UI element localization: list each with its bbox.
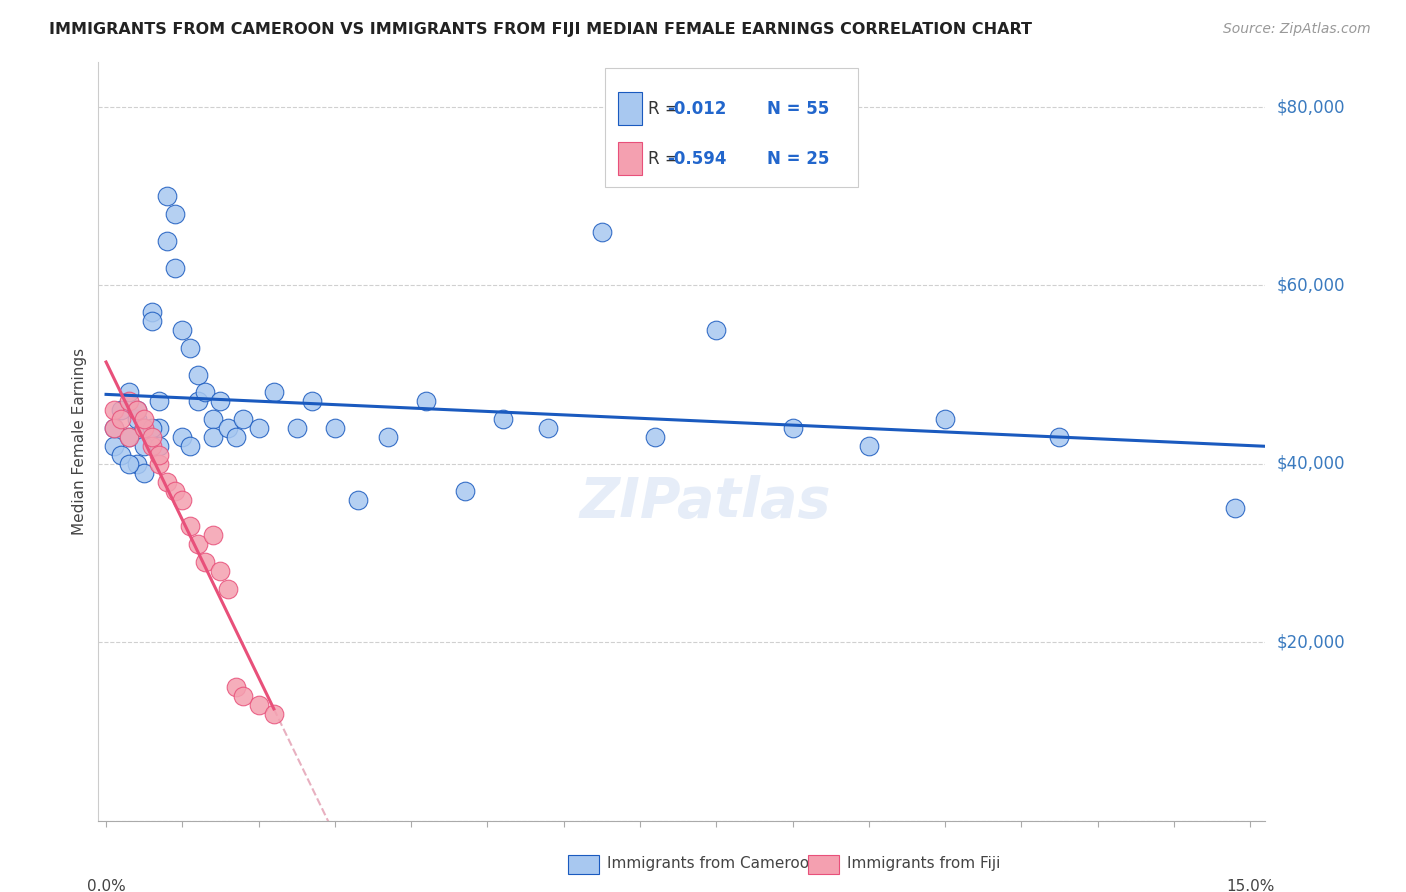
Text: $80,000: $80,000 (1277, 98, 1346, 116)
Point (141, 314, 163, 328)
Point (148, 421, 170, 435)
Text: -0.594: -0.594 (666, 150, 727, 168)
Point (225, 430, 247, 444)
Point (1049, 430, 1071, 444)
Text: Immigrants from Fiji: Immigrants from Fiji (846, 856, 1001, 871)
Point (110, 403, 132, 417)
Y-axis label: Median Female Earnings: Median Female Earnings (72, 348, 87, 535)
Point (537, 421, 560, 435)
Point (323, 421, 346, 435)
Point (118, 394, 141, 409)
Point (134, 421, 156, 435)
Point (194, 555, 217, 569)
Point (103, 421, 125, 435)
Point (232, 412, 254, 426)
Point (163, 483, 186, 498)
Point (172, 430, 194, 444)
Point (148, 439, 170, 453)
Point (201, 528, 224, 542)
Point (377, 430, 399, 444)
Point (118, 385, 141, 400)
Point (110, 412, 132, 426)
Point (263, 385, 285, 400)
Point (156, 189, 179, 203)
Point (187, 368, 209, 382)
Text: 0.0%: 0.0% (87, 879, 125, 892)
Point (103, 439, 125, 453)
Point (156, 234, 179, 248)
Point (163, 207, 186, 221)
Text: ZIPatlas: ZIPatlas (579, 475, 831, 529)
Point (125, 412, 148, 426)
Point (201, 430, 224, 444)
Point (247, 421, 270, 435)
Point (232, 689, 254, 703)
Point (118, 457, 141, 471)
Point (134, 421, 156, 435)
Point (125, 457, 148, 471)
Text: $40,000: $40,000 (1277, 455, 1346, 473)
Point (134, 439, 156, 453)
Point (103, 403, 125, 417)
Point (492, 412, 515, 426)
Point (125, 403, 148, 417)
Point (346, 492, 368, 507)
Point (201, 412, 224, 426)
Point (163, 260, 186, 275)
Point (453, 483, 475, 498)
Point (110, 448, 132, 462)
Point (217, 582, 239, 596)
Text: N = 55: N = 55 (768, 100, 830, 118)
Point (141, 439, 163, 453)
Point (179, 341, 201, 355)
Text: 15.0%: 15.0% (1226, 879, 1274, 892)
Point (172, 492, 194, 507)
Text: R =: R = (648, 100, 683, 118)
Point (225, 680, 247, 694)
Point (301, 394, 323, 409)
Point (263, 706, 285, 721)
Point (415, 394, 437, 409)
Text: $60,000: $60,000 (1277, 277, 1346, 294)
Point (934, 412, 956, 426)
Point (217, 421, 239, 435)
Text: N = 25: N = 25 (768, 150, 830, 168)
Point (247, 698, 270, 712)
Point (172, 323, 194, 337)
Text: IMMIGRANTS FROM CAMEROON VS IMMIGRANTS FROM FIJI MEDIAN FEMALE EARNINGS CORRELAT: IMMIGRANTS FROM CAMEROON VS IMMIGRANTS F… (49, 22, 1032, 37)
Text: $20,000: $20,000 (1277, 633, 1346, 651)
Text: Source: ZipAtlas.com: Source: ZipAtlas.com (1223, 22, 1371, 37)
Point (194, 385, 217, 400)
Point (644, 430, 666, 444)
Point (141, 305, 163, 319)
Point (141, 421, 163, 435)
Point (782, 421, 804, 435)
Point (187, 394, 209, 409)
Point (141, 430, 163, 444)
Point (125, 403, 148, 417)
Point (148, 448, 170, 462)
Point (148, 394, 170, 409)
Point (187, 537, 209, 551)
Point (179, 519, 201, 533)
Text: -0.012: -0.012 (666, 100, 725, 118)
Point (1223, 501, 1246, 516)
Text: R =: R = (648, 150, 683, 168)
Point (858, 439, 880, 453)
Point (148, 457, 170, 471)
Point (118, 430, 141, 444)
Point (134, 412, 156, 426)
Point (134, 466, 156, 480)
Point (704, 323, 727, 337)
Point (118, 430, 141, 444)
Point (103, 421, 125, 435)
Point (179, 439, 201, 453)
Point (591, 225, 613, 239)
Text: Immigrants from Cameroon: Immigrants from Cameroon (607, 856, 820, 871)
Point (285, 421, 308, 435)
Point (209, 564, 232, 578)
Point (209, 394, 232, 409)
Point (156, 475, 179, 489)
